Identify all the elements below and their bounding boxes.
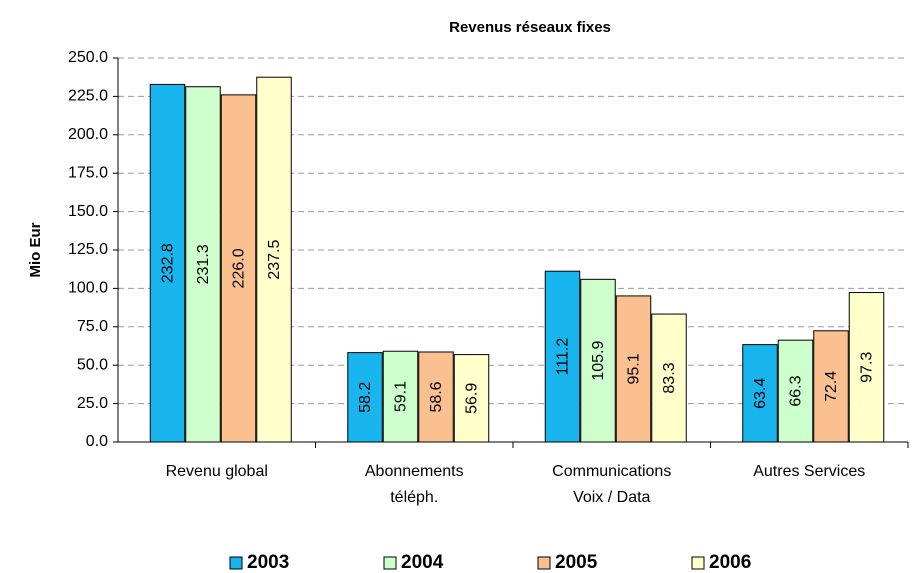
bar (742, 344, 778, 443)
chart-title: Revenus réseaux fixes (449, 19, 611, 36)
bar (777, 339, 814, 443)
y-tick-label: 225.0 (68, 88, 108, 105)
bar (256, 76, 292, 443)
value-label: 95.1 (626, 353, 643, 384)
y-tick-label: 175.0 (68, 164, 108, 181)
value-label: 105.9 (590, 341, 607, 381)
value-label: 226.0 (231, 248, 248, 288)
value-label: 56.9 (464, 383, 481, 414)
x-tick-label: Abonnements téléph. (365, 463, 464, 506)
value-label: 231.3 (195, 244, 212, 284)
x-tick-label: Revenu global (166, 463, 268, 480)
value-label: 232.8 (160, 243, 177, 283)
bar (220, 94, 257, 443)
y-tick-label: 200.0 (68, 126, 108, 143)
value-label: 237.5 (266, 239, 283, 279)
bar (544, 270, 581, 443)
value-label: 58.6 (428, 381, 445, 412)
y-tick-label: 50.0 (77, 356, 108, 373)
legend-label: 2006 (709, 552, 751, 573)
bar (580, 278, 616, 443)
value-label: 72.4 (823, 371, 840, 402)
bar (813, 330, 849, 443)
bar (382, 350, 419, 443)
value-label: 63.4 (752, 378, 769, 409)
legend-swatch (383, 556, 397, 570)
y-tick-label: 150.0 (68, 203, 108, 220)
bar (453, 354, 490, 443)
bar (615, 295, 652, 443)
value-label: 66.3 (788, 375, 805, 406)
bar (347, 352, 383, 443)
bar (418, 351, 454, 443)
bar (651, 313, 687, 443)
y-tick-label: 100.0 (68, 280, 108, 297)
bar (848, 292, 885, 443)
x-tick-label: Communications Voix / Data (552, 463, 671, 506)
y-tick-label: 125.0 (68, 241, 108, 258)
legend-label: 2005 (555, 552, 598, 573)
y-axis-label: Mio Eur (27, 222, 44, 277)
legend-label: 2003 (247, 552, 289, 573)
bar (185, 86, 221, 443)
legend-swatch (537, 556, 551, 570)
value-label: 83.3 (661, 362, 678, 393)
legend-label: 2004 (401, 552, 444, 573)
y-tick-label: 75.0 (77, 318, 108, 335)
y-tick-label: 25.0 (77, 395, 108, 412)
x-tick-label: Autres Services (753, 463, 865, 480)
value-label: 111.2 (555, 338, 572, 376)
y-tick-label: 0.0 (86, 433, 108, 450)
y-tick-label: 250.0 (68, 49, 108, 66)
bar (149, 83, 186, 443)
legend-swatch (229, 556, 243, 570)
value-label: 58.2 (357, 382, 374, 413)
value-label: 59.1 (393, 381, 410, 412)
value-label: 97.3 (859, 352, 876, 383)
legend-swatch (691, 556, 705, 570)
